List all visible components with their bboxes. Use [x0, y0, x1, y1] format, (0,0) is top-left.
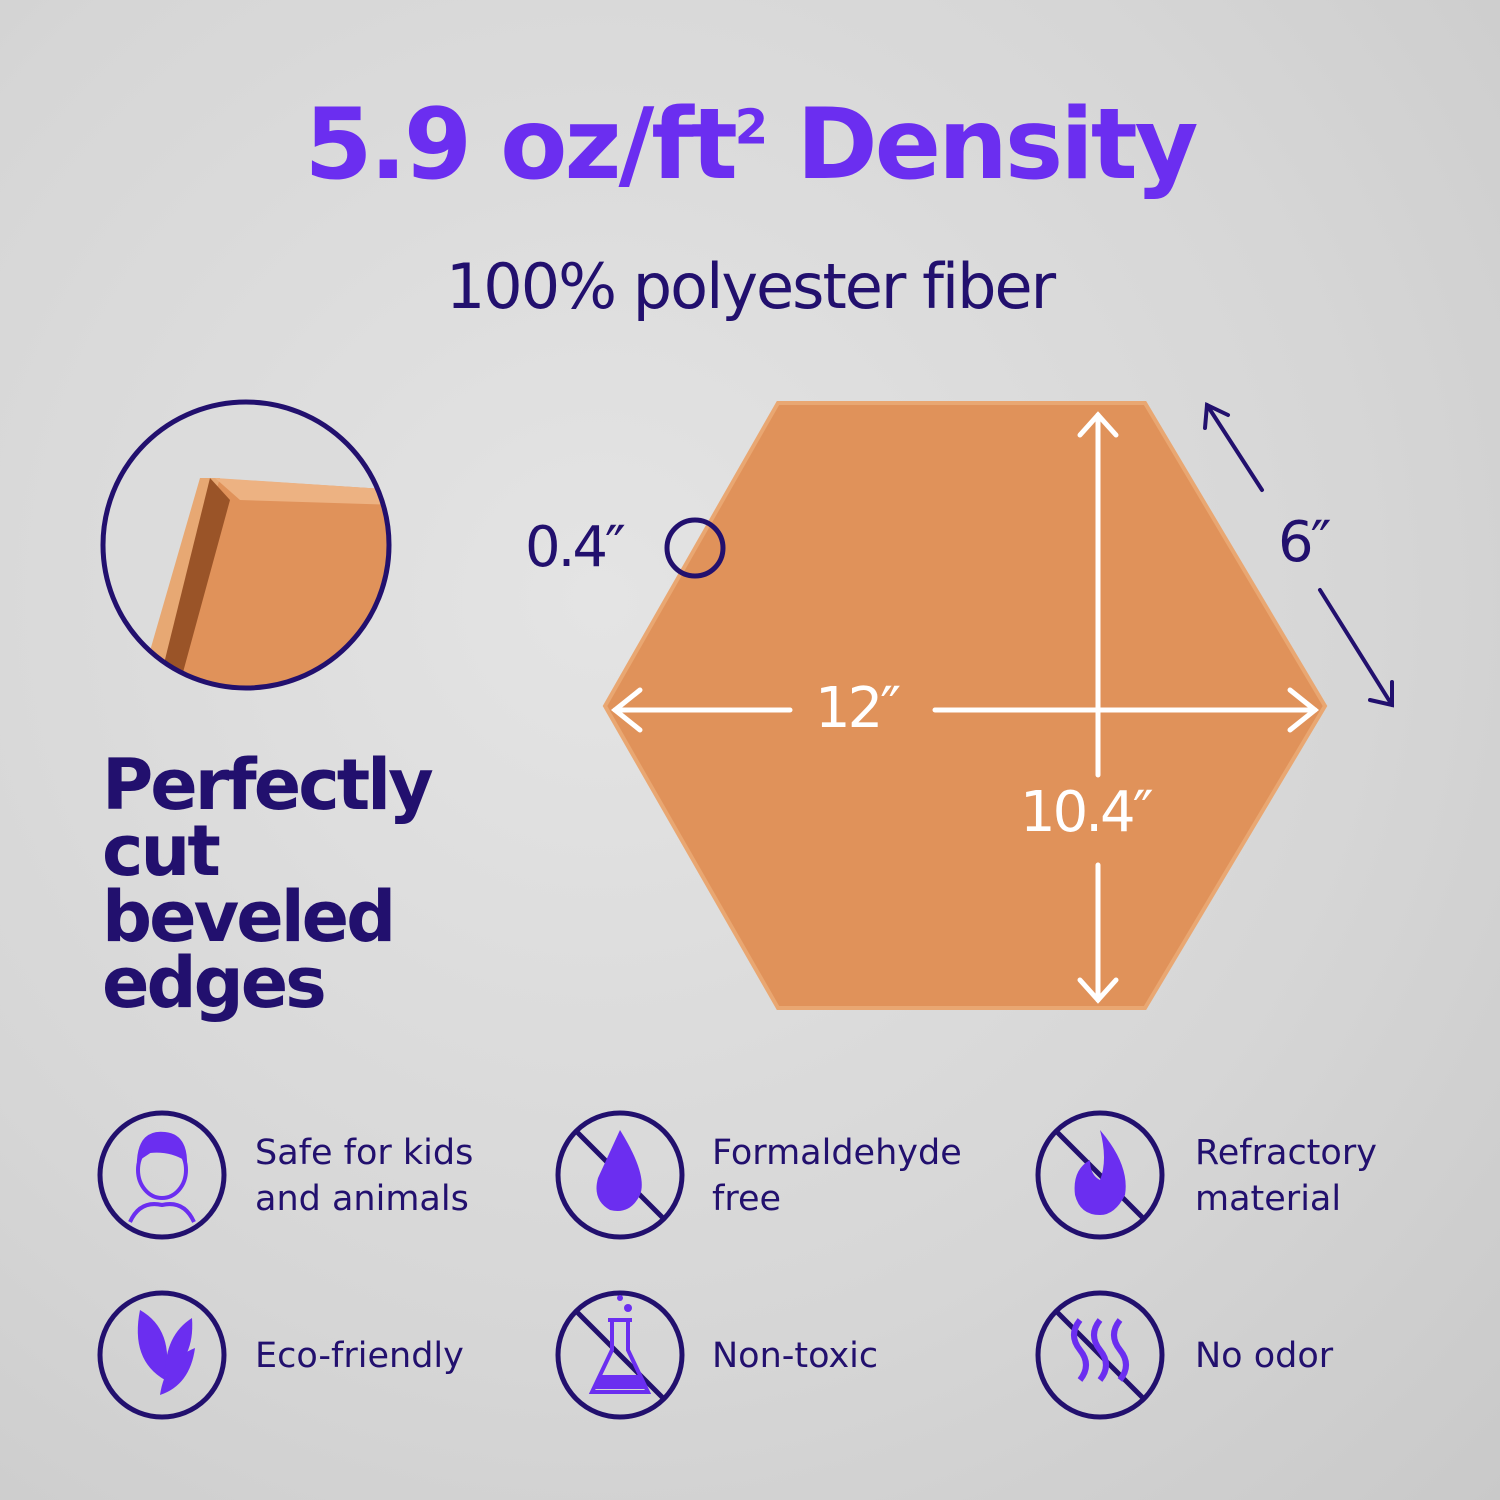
thickness-marker-icon — [664, 517, 726, 579]
no-fire-icon — [1035, 1110, 1165, 1240]
thickness-label: 0.4″ — [525, 515, 626, 580]
side-label: 6″ — [1278, 510, 1332, 575]
hexagon-panel — [602, 401, 1328, 1010]
feature-label: Non-toxic — [712, 1336, 879, 1376]
page-title: 5.9 oz/ft2 Density — [0, 88, 1500, 202]
bevel-closeup-image — [100, 399, 392, 691]
density-suffix: Density — [765, 88, 1198, 202]
child-face-icon — [97, 1110, 227, 1240]
feature-label: Eco-friendly — [255, 1336, 464, 1376]
density-superscript: 2 — [734, 99, 768, 156]
feature-label: Refractory material — [1195, 1133, 1377, 1219]
side-arrow — [1203, 401, 1394, 708]
subtitle: 100% polyester fiber — [445, 250, 1056, 323]
no-toxic-flask-icon — [555, 1290, 685, 1420]
feature-label: Formaldehyde free — [712, 1133, 962, 1219]
height-label: 10.4″ — [1020, 780, 1154, 845]
feature-label: Safe for kids and animals — [255, 1133, 474, 1219]
no-odor-icon — [1035, 1290, 1165, 1420]
width-label: 12″ — [815, 676, 901, 741]
feature-label: No odor — [1195, 1336, 1334, 1376]
leaves-icon — [97, 1290, 227, 1420]
edge-feature-label: Perfectly cut beveled edges — [102, 744, 434, 1024]
density-value: 5.9 oz/ft — [304, 88, 737, 202]
dimension-arrows — [610, 411, 1320, 1004]
no-formaldehyde-drop-icon — [555, 1110, 685, 1240]
